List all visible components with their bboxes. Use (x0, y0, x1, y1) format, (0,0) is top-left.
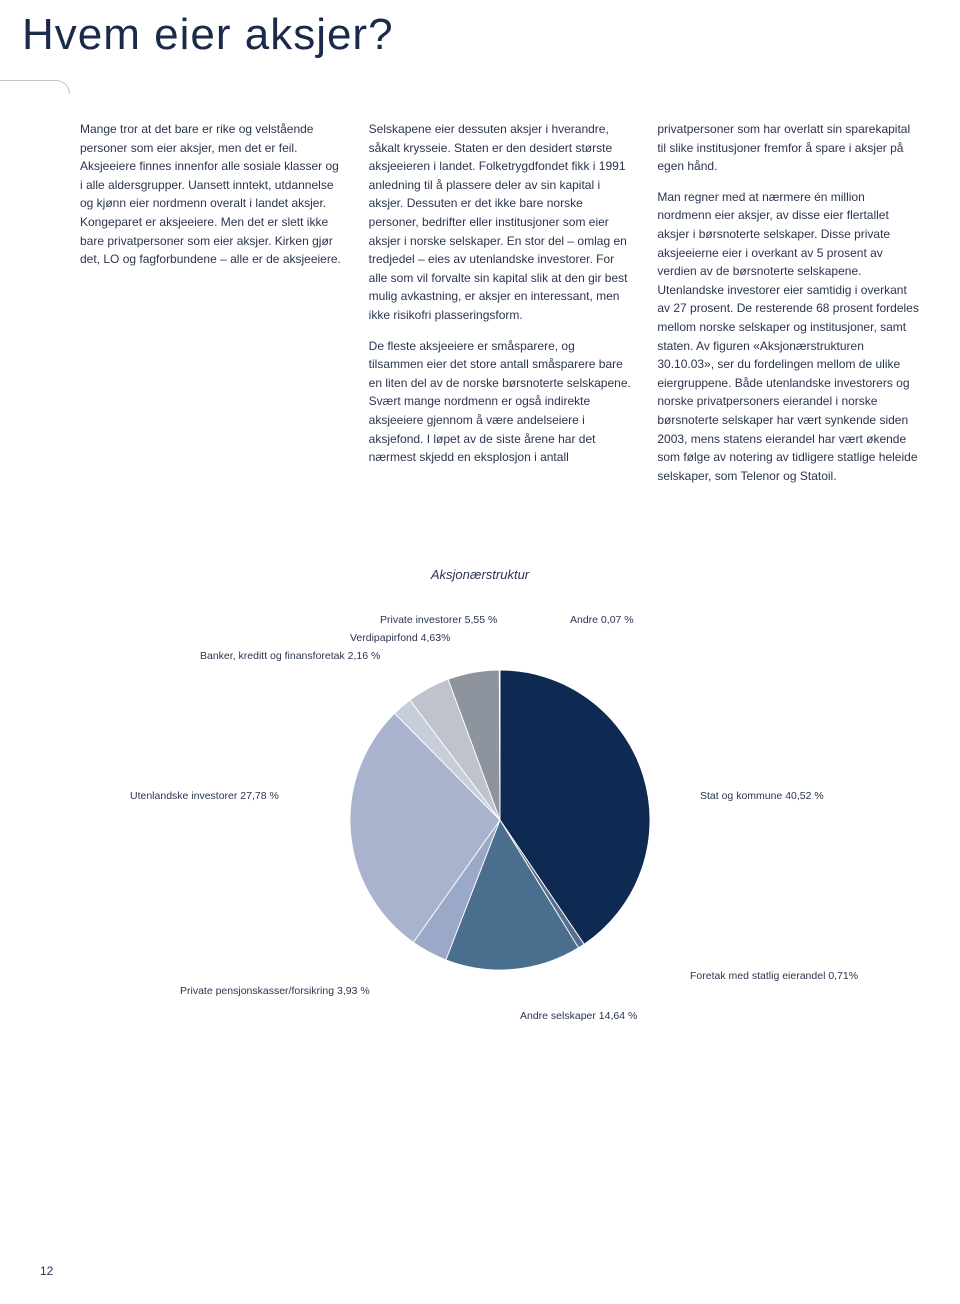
column-1: Mange tror at det bare er rike og velstå… (80, 120, 343, 497)
paragraph: Mange tror at det bare er rike og velstå… (80, 120, 343, 269)
paragraph: Man regner med at nærmere én million nor… (657, 188, 920, 486)
paragraph: Selskapene eier dessuten aksjer i hveran… (369, 120, 632, 325)
pie-chart: Stat og kommune 40,52 % Foretak med statl… (70, 590, 890, 1090)
chart-slice-label: Verdipapirfond 4,63% (350, 632, 450, 644)
page-title: Hvem eier aksjer? (0, 0, 960, 60)
paragraph: De fleste aksjeeiere er småsparere, og t… (369, 337, 632, 467)
chart-slice-label: Utenlandske investorer 27,78 % (130, 790, 279, 802)
chart-slice-label: Andre 0,07 % (570, 614, 634, 626)
paragraph: privatpersoner som har overlatt sin spar… (657, 120, 920, 176)
pie-svg (350, 670, 650, 970)
chart-slice-label: Banker, kreditt og finansforetak 2,16 % (200, 650, 380, 662)
chart-slice-label: Foretak med statlig eierandel 0,71% (690, 970, 858, 982)
decorative-rule (0, 80, 70, 94)
column-3: privatpersoner som har overlatt sin spar… (657, 120, 920, 497)
column-2: Selskapene eier dessuten aksjer i hveran… (369, 120, 632, 497)
page-number: 12 (40, 1264, 53, 1278)
chart-slice-label: Andre selskaper 14,64 % (520, 1010, 637, 1022)
chart-title: Aksjonærstruktur (0, 567, 960, 582)
chart-slice-label: Private investorer 5,55 % (380, 614, 497, 626)
chart-slice-label: Private pensjonskasser/forsikring 3,93 % (180, 985, 370, 997)
chart-slice-label: Stat og kommune 40,52 % (700, 790, 824, 802)
body-columns: Mange tror at det bare er rike og velstå… (0, 60, 960, 497)
